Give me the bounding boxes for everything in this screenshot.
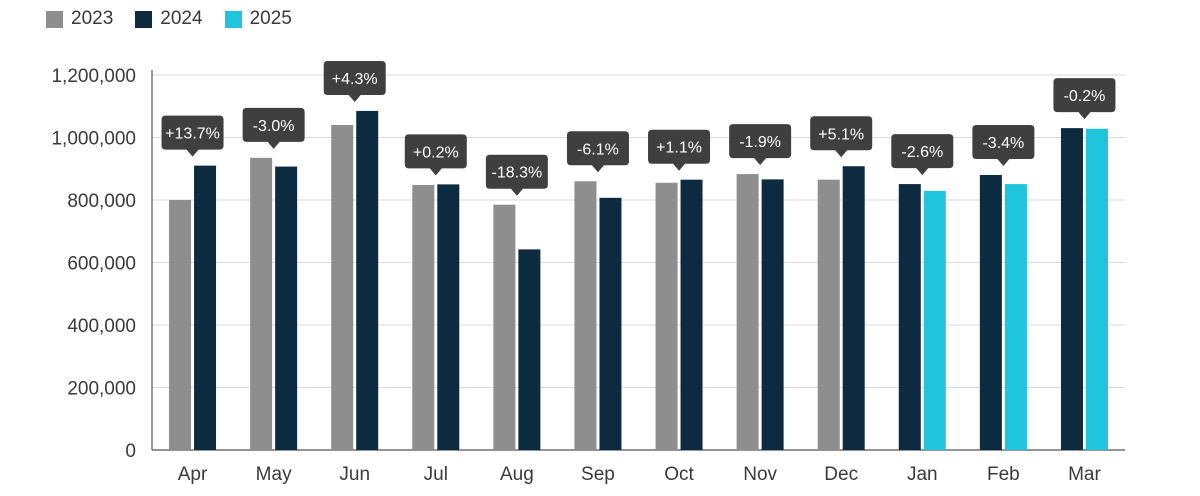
x-tick-label: Sep [581,464,615,485]
x-tick-label: Jun [339,464,370,485]
legend-item-2025: 2025 [224,8,292,30]
bar-2023-jun [331,125,354,450]
bar-2024-nov [761,179,784,450]
bar-2024-mar [1060,128,1083,450]
x-tick-label: Oct [664,464,694,485]
annotation-label: -6.1% [577,141,619,158]
callout-box [891,134,954,176]
annotation-label: -18.3% [492,165,543,182]
annotation-label: +13.7% [165,126,220,143]
bar-2024-jun [356,110,379,450]
callout-box [485,154,548,196]
bar-2024-aug [518,249,541,450]
bar-2024-dec [842,166,865,450]
bar-2024-jan [898,184,921,450]
y-tick-label: 200,000 [67,379,136,400]
bar-2025-jan [923,190,946,450]
legend-label-2025: 2025 [249,8,292,29]
x-tick-label: May [256,464,292,485]
bar-2023-jul [412,185,435,450]
bar-2023-dec [817,179,840,450]
callout-box [729,124,792,166]
bar-2024-may [275,166,298,450]
legend-item-2024: 2024 [135,8,203,30]
x-tick-label: Nov [743,464,777,485]
bar-2023-may [250,157,273,450]
callout-box [242,107,305,149]
callout-box [1053,78,1116,120]
annotation-label: -3.4% [982,135,1024,152]
callout-box [810,116,873,158]
y-tick-label: 1,200,000 [51,66,136,87]
annotation-label: +5.1% [818,126,864,143]
legend-swatch-2024 [135,10,153,28]
x-tick-label: Apr [178,464,208,485]
callout-box [648,129,711,171]
x-tick-label: Jul [424,464,448,485]
annotation-label: +1.1% [656,140,702,157]
callout-box [404,134,467,176]
x-tick-label: Feb [987,464,1020,485]
bar-2025-mar [1085,128,1108,450]
bar-2023-oct [655,182,678,450]
legend-item-2023: 2023 [46,8,113,30]
y-tick-label: 800,000 [67,191,136,212]
annotation-label: +4.3% [332,71,378,88]
bar-2025-feb [1004,184,1027,450]
bar-2023-sep [574,181,597,450]
annotation-label: -2.6% [901,144,943,161]
y-tick-label: 600,000 [67,254,136,275]
callout-box [972,125,1035,166]
annotation-label: -3.0% [253,118,295,135]
legend-label-2024: 2024 [160,8,203,29]
y-tick-label: 0 [125,441,136,462]
annotation-label: -0.2% [1064,88,1106,105]
x-tick-label: Jan [907,464,938,485]
legend-label-2023: 2023 [71,8,114,29]
x-tick-label: Aug [500,464,534,485]
y-tick-label: 1,000,000 [51,129,136,150]
x-tick-label: Mar [1068,464,1101,485]
callout-box [161,115,224,157]
annotation-label: -1.9% [739,134,781,151]
legend-swatch-2023 [46,10,63,28]
bar-2023-apr [169,200,192,450]
bar-2023-nov [736,174,759,450]
annotation-label: +0.2% [413,144,459,161]
y-tick-label: 400,000 [67,316,136,337]
x-tick-label: Dec [824,464,858,485]
bar-2024-jul [437,184,460,450]
legend: 2023 2024 2025 [46,8,292,30]
bar-2023-aug [493,204,516,450]
bar-2024-sep [599,197,622,450]
callout-box [323,60,386,102]
bar-2024-oct [680,179,703,450]
bar-2024-apr [194,165,217,450]
bar-2024-feb [979,175,1002,450]
legend-swatch-2025 [224,10,242,28]
callout-box [566,131,629,173]
